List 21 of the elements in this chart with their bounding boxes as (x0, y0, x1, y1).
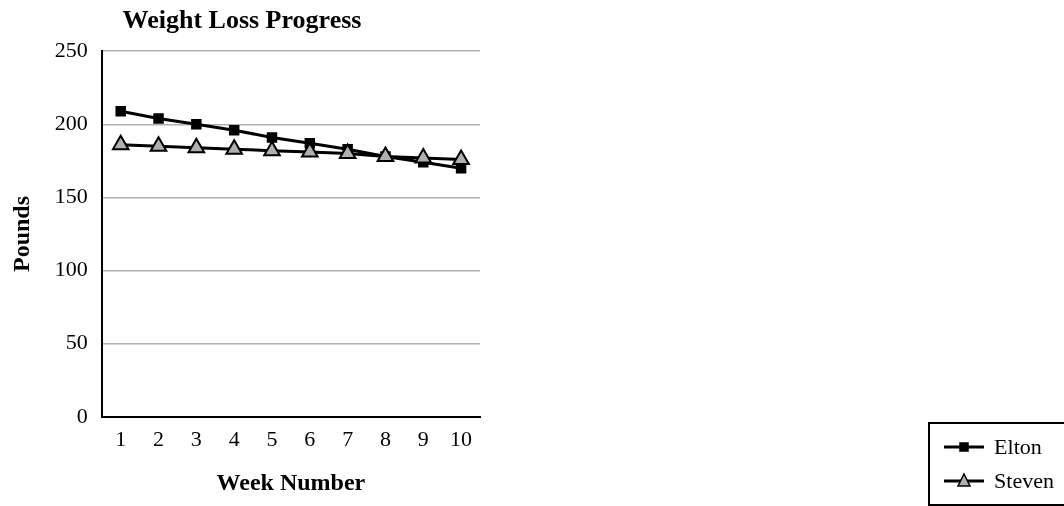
legend-label: Steven (994, 468, 1054, 494)
x-tick-label: 7 (342, 425, 354, 451)
x-tick-label: 5 (266, 425, 278, 451)
x-tick-label: 1 (115, 425, 127, 451)
chart-title: Weight Loss Progress (122, 5, 362, 35)
y-axis-title: Pounds (7, 195, 34, 273)
x-tick-label: 3 (190, 425, 202, 451)
x-tick-label: 4 (228, 425, 240, 451)
legend-label: Elton (994, 434, 1042, 460)
y-tick-label: 100 (54, 256, 88, 282)
x-axis-title: Week Number (216, 468, 366, 495)
y-tick-label: 50 (65, 329, 88, 355)
x-tick-label: 6 (304, 425, 316, 451)
y-tick-label: 150 (54, 183, 88, 209)
y-tick-label: 250 (54, 36, 88, 62)
x-tick-label: 9 (417, 425, 429, 451)
x-tick-label: 2 (153, 425, 165, 451)
y-tick-label: 200 (54, 110, 88, 136)
x-tick-label: 10 (450, 425, 473, 451)
x-tick-label: 8 (379, 425, 391, 451)
y-tick-label: 0 (76, 402, 88, 428)
